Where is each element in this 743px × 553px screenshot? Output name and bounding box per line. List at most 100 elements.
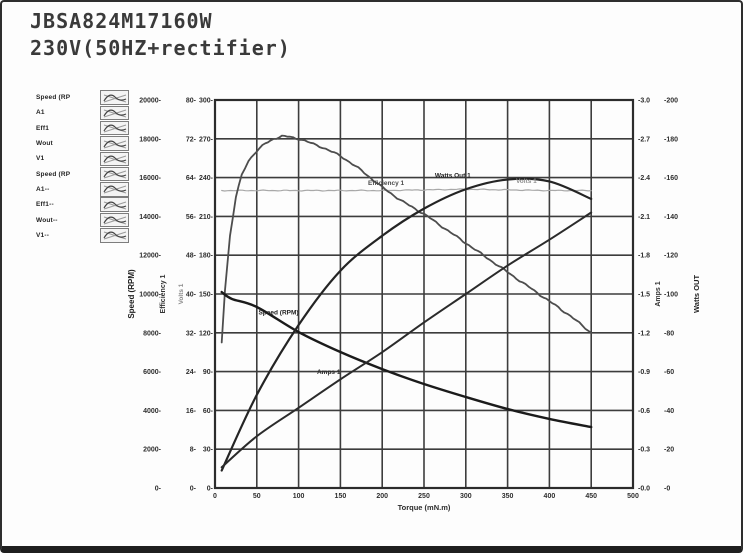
legend-item-label: Speed (RP	[36, 94, 71, 102]
tick-label-watts: -0	[664, 486, 670, 493]
title-block: JBSA824M17160W 230V(50HZ+rectifier)	[30, 8, 291, 62]
series-volts	[221, 188, 592, 192]
tick-label-amps: -0.3	[638, 447, 650, 454]
tick-label-volts: 180-	[199, 253, 214, 260]
legend-item: A1--	[36, 182, 146, 197]
tick-label-watts: -180	[664, 136, 678, 143]
legend-item: Wout	[36, 136, 146, 151]
tick-label-watts: -80	[664, 330, 674, 337]
legend-item-label: Eff1	[36, 124, 50, 132]
curve-label-volts: Volts 1	[516, 178, 537, 185]
series-watts	[220, 177, 593, 472]
series-speed	[220, 290, 593, 429]
curve-label-speed: Speed (RPM)	[258, 309, 298, 316]
axis-title: Amps 1	[655, 281, 662, 306]
tick-label-amps: -2.1	[638, 214, 650, 221]
tick-label-volts: 270-	[199, 136, 214, 143]
legend-item-label: Wout--	[36, 216, 58, 224]
legend-item-label: V1	[36, 155, 45, 163]
curve-preview-icon	[100, 166, 129, 182]
legend-item: V1--	[36, 228, 146, 243]
tick-label-x: 50	[253, 493, 261, 500]
model-number: JBSA824M17160W	[30, 9, 213, 33]
tick-label-volts: 150-	[199, 292, 214, 299]
tick-label-speed: 20000-	[139, 98, 161, 105]
tick-label-speed: 6000-	[143, 369, 162, 376]
curve-label-efficiency: Efficiency 1	[368, 180, 405, 187]
tick-label-speed: 12000-	[139, 253, 161, 260]
tick-label-watts: -60	[664, 369, 674, 376]
tick-label-speed: 14000-	[139, 214, 161, 221]
axis-title: Watts OUT	[692, 275, 701, 313]
tick-label-volts: 240-	[199, 175, 214, 182]
tick-label-efficiency: 80-	[186, 98, 197, 105]
tick-label-x: 300	[460, 493, 472, 500]
tick-label-speed: 10000-	[139, 292, 161, 299]
tick-label-volts: 120-	[199, 330, 214, 337]
tick-label-speed: 8000-	[143, 330, 162, 337]
x-axis-title: Torque (mN.m)	[397, 503, 451, 512]
tick-label-efficiency: 0-	[190, 486, 197, 493]
tick-label-amps: -2.7	[638, 136, 650, 143]
tick-label-x: 350	[502, 493, 514, 500]
axis-title: Volts 1	[178, 283, 185, 304]
series-efficiency	[220, 134, 593, 344]
legend-item-label: Eff1--	[36, 201, 54, 209]
tick-label-volts: 30-	[203, 447, 214, 454]
tick-label-amps: -0.0	[638, 486, 650, 493]
legend-item-label: Wout	[36, 140, 53, 148]
tick-label-watts: -200	[664, 98, 678, 105]
axis-title: Speed (RPM)	[127, 269, 136, 319]
tick-label-watts: -20	[664, 447, 674, 454]
tick-label-amps: -1.5	[638, 292, 650, 299]
legend-item-label: A1	[36, 109, 45, 117]
tick-label-x: 100	[293, 493, 305, 500]
tick-label-speed: 16000-	[139, 175, 161, 182]
tick-label-efficiency: 64-	[186, 175, 197, 182]
series-amps	[220, 211, 593, 469]
tick-label-watts: -140	[664, 214, 678, 221]
tick-label-x: 500	[627, 493, 639, 500]
tick-label-amps: -0.9	[638, 369, 650, 376]
curve-label-amps: Amps 1	[317, 369, 341, 376]
tick-label-amps: -3.0	[638, 98, 650, 105]
tick-label-amps: -2.4	[638, 175, 650, 182]
voltage-spec: 230V(50HZ+rectifier)	[30, 36, 291, 60]
tick-label-efficiency: 8-	[190, 447, 197, 454]
tick-label-volts: 60-	[203, 408, 214, 415]
tick-label-efficiency: 16-	[186, 408, 197, 415]
tick-label-speed: 2000-	[143, 447, 162, 454]
tick-label-amps: -1.8	[638, 253, 650, 260]
tick-label-speed: 18000-	[139, 136, 161, 143]
legend-item: Wout--	[36, 212, 146, 228]
tick-label-x: 450	[585, 493, 597, 500]
tick-label-x: 250	[418, 493, 430, 500]
tick-label-efficiency: 72-	[186, 136, 197, 143]
curve-preview-icon	[100, 136, 129, 151]
tick-label-amps: -0.6	[638, 408, 650, 415]
tick-label-speed: 0-	[155, 486, 162, 493]
curve-label-watts: Watts Out 1	[435, 173, 471, 180]
tick-label-x: 400	[544, 493, 556, 500]
tick-label-x: 0	[213, 493, 217, 500]
legend-item: V1	[36, 151, 146, 167]
tick-label-watts: -40	[664, 408, 674, 415]
curve-preview-icon	[100, 151, 129, 167]
legend-item: A1	[36, 105, 146, 121]
curve-preview-icon	[100, 120, 129, 136]
tick-label-efficiency: 40-	[186, 292, 197, 299]
legend-item: Speed (RP	[36, 90, 146, 105]
legend-item-label: Speed (RP	[36, 170, 71, 178]
legend-item: Eff1--	[36, 197, 146, 212]
tick-label-amps: -1.2	[638, 330, 650, 337]
curve-preview-icon	[100, 90, 129, 105]
curve-preview-icon	[100, 228, 129, 243]
legend-item-label: A1--	[36, 185, 50, 193]
legend-item: Speed (RP	[36, 166, 146, 182]
tick-label-volts: 210-	[199, 214, 214, 221]
curve-preview-icon	[100, 197, 129, 212]
tick-label-efficiency: 24-	[186, 369, 197, 376]
tick-label-x: 150	[335, 493, 347, 500]
tick-label-watts: -100	[664, 292, 678, 299]
tick-label-watts: -160	[664, 175, 678, 182]
